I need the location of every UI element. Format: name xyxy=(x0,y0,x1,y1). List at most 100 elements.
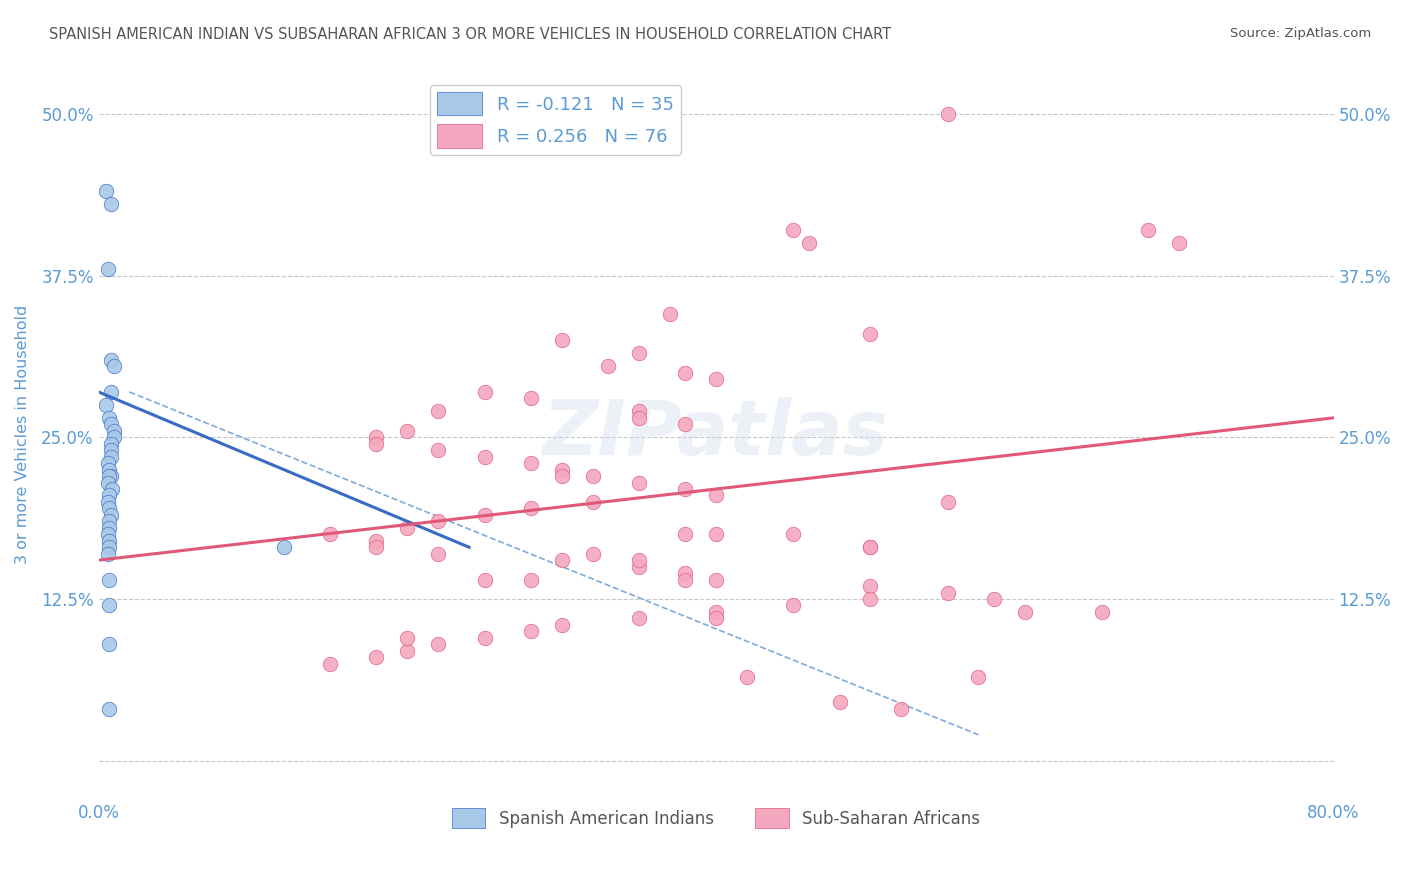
Point xyxy=(673,573,696,587)
Point xyxy=(627,611,650,625)
Point xyxy=(673,417,696,432)
Point xyxy=(97,456,120,470)
Point xyxy=(97,475,120,490)
Point xyxy=(936,107,959,121)
Point xyxy=(474,384,496,399)
Point xyxy=(100,197,122,211)
Point xyxy=(100,469,122,483)
Point xyxy=(396,631,419,645)
Point xyxy=(550,618,572,632)
Point xyxy=(366,430,388,444)
Point xyxy=(673,482,696,496)
Text: Source: ZipAtlas.com: Source: ZipAtlas.com xyxy=(1230,27,1371,40)
Point xyxy=(427,637,450,651)
Point xyxy=(782,599,804,613)
Point xyxy=(627,475,650,490)
Point xyxy=(98,702,121,716)
Point xyxy=(100,352,122,367)
Point xyxy=(1137,223,1160,237)
Point xyxy=(97,547,120,561)
Point xyxy=(427,404,450,418)
Point xyxy=(427,514,450,528)
Point xyxy=(474,573,496,587)
Point xyxy=(735,670,758,684)
Point xyxy=(98,540,121,554)
Y-axis label: 3 or more Vehicles in Household: 3 or more Vehicles in Household xyxy=(15,304,30,564)
Point xyxy=(98,488,121,502)
Point xyxy=(859,579,882,593)
Point xyxy=(704,611,727,625)
Point xyxy=(550,469,572,483)
Point xyxy=(366,533,388,548)
Text: SPANISH AMERICAN INDIAN VS SUBSAHARAN AFRICAN 3 OR MORE VEHICLES IN HOUSEHOLD CO: SPANISH AMERICAN INDIAN VS SUBSAHARAN AF… xyxy=(49,27,891,42)
Point xyxy=(366,436,388,450)
Point xyxy=(98,573,121,587)
Point xyxy=(520,573,543,587)
Point xyxy=(890,702,912,716)
Point xyxy=(96,185,118,199)
Point xyxy=(100,450,122,464)
Point xyxy=(704,488,727,502)
Point xyxy=(581,495,603,509)
Point xyxy=(1014,605,1036,619)
Point xyxy=(474,450,496,464)
Point xyxy=(396,644,419,658)
Point xyxy=(98,599,121,613)
Point xyxy=(97,262,120,277)
Point xyxy=(98,462,121,476)
Point xyxy=(520,501,543,516)
Point xyxy=(520,392,543,406)
Point xyxy=(100,443,122,458)
Point xyxy=(396,521,419,535)
Point xyxy=(474,508,496,522)
Point xyxy=(859,592,882,607)
Point xyxy=(828,696,851,710)
Point xyxy=(97,527,120,541)
Point xyxy=(103,430,125,444)
Point xyxy=(520,624,543,639)
Point xyxy=(366,540,388,554)
Point xyxy=(673,527,696,541)
Point xyxy=(98,637,121,651)
Point xyxy=(98,514,121,528)
Point xyxy=(97,495,120,509)
Point xyxy=(98,410,121,425)
Point xyxy=(704,527,727,541)
Point xyxy=(96,398,118,412)
Point xyxy=(859,540,882,554)
Point xyxy=(427,547,450,561)
Point xyxy=(550,553,572,567)
Point xyxy=(273,540,295,554)
Point xyxy=(1168,236,1191,251)
Point xyxy=(581,547,603,561)
Text: ZIPatlas: ZIPatlas xyxy=(543,397,889,471)
Point xyxy=(627,346,650,360)
Point xyxy=(396,424,419,438)
Point xyxy=(704,372,727,386)
Point xyxy=(859,540,882,554)
Point xyxy=(627,410,650,425)
Point xyxy=(474,631,496,645)
Point xyxy=(319,527,342,541)
Point xyxy=(98,533,121,548)
Point xyxy=(100,436,122,450)
Point xyxy=(596,359,619,373)
Point xyxy=(520,456,543,470)
Point xyxy=(366,650,388,665)
Point xyxy=(1091,605,1114,619)
Point xyxy=(550,462,572,476)
Point xyxy=(550,333,572,347)
Point xyxy=(936,495,959,509)
Legend: Spanish American Indians, Sub-Saharan Africans: Spanish American Indians, Sub-Saharan Af… xyxy=(446,801,987,835)
Point xyxy=(98,521,121,535)
Point xyxy=(100,417,122,432)
Point xyxy=(797,236,820,251)
Point xyxy=(100,508,122,522)
Point xyxy=(782,223,804,237)
Point xyxy=(319,657,342,671)
Point xyxy=(673,366,696,380)
Point xyxy=(627,553,650,567)
Point xyxy=(782,527,804,541)
Point xyxy=(627,404,650,418)
Point xyxy=(658,307,681,321)
